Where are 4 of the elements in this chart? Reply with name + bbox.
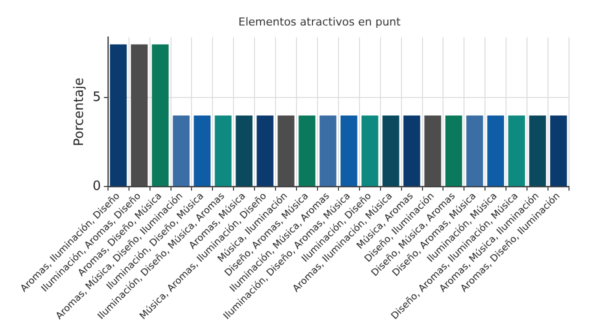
y-axis-title: Porcentaje xyxy=(72,78,88,146)
chart-title: Elementos atractivos en punt xyxy=(238,15,402,28)
y-tick-label: 0 xyxy=(92,178,101,194)
y-tick-label: 5 xyxy=(92,90,101,106)
